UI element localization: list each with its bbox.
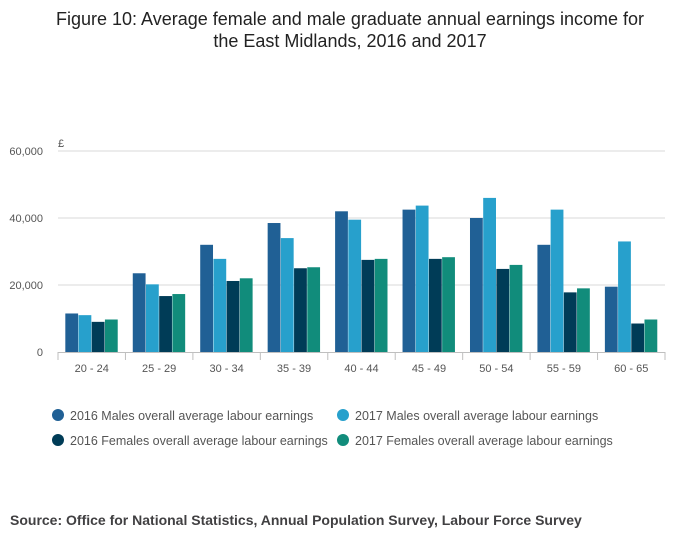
y-tick-label: 20,000 (9, 280, 43, 292)
legend-swatch (337, 434, 349, 446)
legend-label: 2017 Females overall average labour earn… (355, 434, 613, 448)
bar (280, 238, 294, 352)
x-tick-label: 45 - 49 (412, 363, 446, 375)
legend-swatch (52, 434, 64, 446)
bar (563, 292, 577, 352)
bar (483, 197, 496, 352)
bar (335, 211, 348, 352)
bar (239, 278, 253, 352)
bar (78, 315, 92, 352)
bar (226, 280, 240, 352)
x-tick-label: 35 - 39 (277, 363, 311, 375)
chart-title-line-2: the East Midlands, 2016 and 2017 (213, 31, 487, 51)
bar (537, 244, 551, 352)
bar (159, 296, 172, 352)
bar (267, 223, 281, 352)
legend-label: 2016 Males overall average labour earnin… (70, 409, 313, 423)
bar (213, 258, 227, 352)
bar (200, 244, 214, 352)
bar (361, 259, 375, 353)
y-axis-unit-label: £ (58, 138, 64, 150)
bar (145, 284, 159, 352)
bar (496, 268, 510, 352)
bar (65, 313, 79, 352)
bar (550, 209, 564, 353)
legend-label: 2017 Males overall average labour earnin… (355, 409, 598, 423)
bar (631, 323, 645, 352)
bar (442, 257, 455, 352)
bar (428, 258, 442, 352)
bar (172, 294, 186, 352)
bar (132, 273, 146, 352)
legend-label: 2016 Females overall average labour earn… (70, 434, 328, 448)
bar (307, 267, 321, 352)
bar-chart: 0 20,000 40,000 60,000 £ 20 - 24 25 - 29 30 -… (9, 138, 666, 448)
x-tick-label: 55 - 59 (547, 363, 581, 375)
bar (104, 319, 118, 352)
bar (348, 219, 362, 352)
legend-swatch (337, 409, 349, 421)
y-tick-label: 40,000 (9, 213, 43, 225)
chart-title-line-1: Figure 10: Average female and male gradu… (55, 9, 645, 29)
x-tick-label: 50 - 54 (479, 363, 513, 375)
bar (577, 288, 590, 352)
chart-title: Figure 10: Average female and male gradu… (0, 8, 700, 52)
y-tick-label: 60,000 (9, 146, 43, 158)
y-tick-label: 0 (37, 347, 43, 359)
x-tick-label: 20 - 24 (75, 363, 109, 375)
bar (374, 258, 388, 352)
bar (469, 218, 483, 352)
bar (509, 264, 523, 352)
x-tick-label: 30 - 34 (209, 363, 243, 375)
x-axis: 20 - 24 25 - 29 30 - 34 35 - 39 40 - 44 45 - … (57, 352, 666, 375)
y-axis-tick-labels: 0 20,000 40,000 60,000 (9, 146, 43, 359)
bar (644, 319, 658, 352)
x-tick-label: 40 - 44 (344, 363, 378, 375)
source-note: Source: Office for National Statistics, … (10, 512, 582, 528)
x-tick-label: 25 - 29 (142, 363, 176, 375)
legend: 2016 Males overall average labour earnin… (52, 409, 613, 448)
bar (294, 268, 307, 352)
legend-swatch (52, 409, 64, 421)
bar (402, 209, 416, 353)
bar (604, 286, 618, 352)
x-tick-label: 60 - 65 (614, 363, 648, 375)
bar (415, 205, 429, 352)
bar (91, 321, 105, 352)
bar (618, 241, 631, 352)
bars (65, 197, 658, 353)
